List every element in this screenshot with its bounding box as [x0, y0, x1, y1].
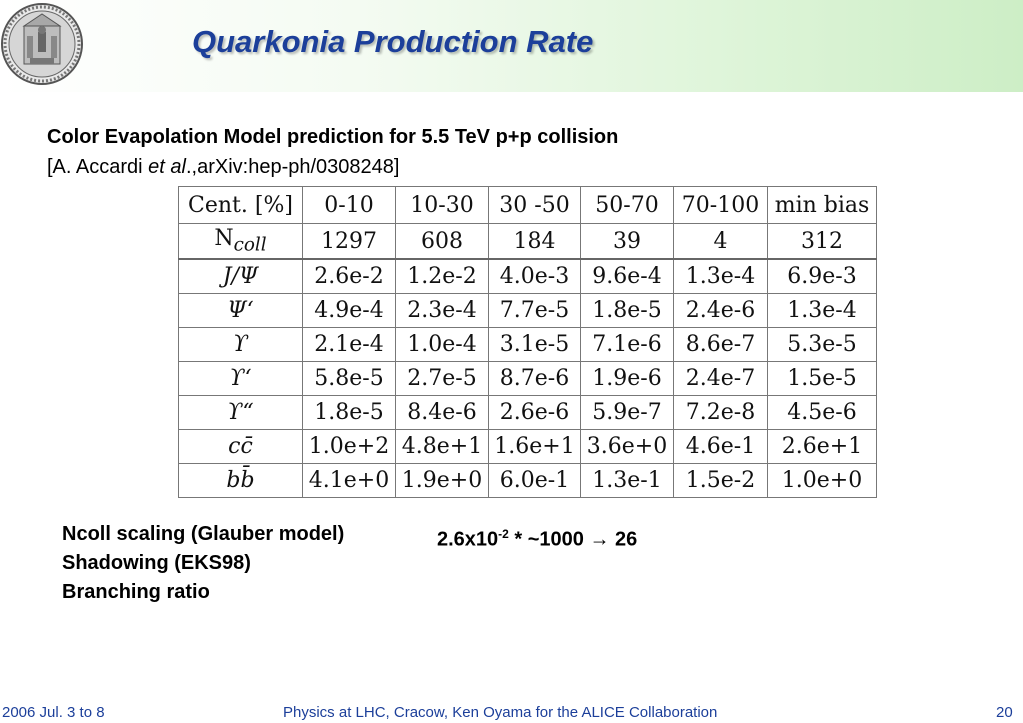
slide-title: Quarkonia Production Rate — [192, 24, 594, 59]
table-cell: 4.9e-4 — [302, 293, 396, 328]
row-label: ϒ‘ — [178, 361, 303, 396]
table-cell: 1.8e-5 — [302, 395, 396, 430]
note-branching: Branching ratio — [62, 581, 210, 603]
table-cell: 1.5e-5 — [767, 361, 877, 396]
table-header-row: Cent. [%] 0-10 10-30 30 -50 50-70 70-100… — [178, 186, 877, 224]
table-row: ϒ‘ 5.8e-5 2.7e-5 8.7e-6 1.9e-6 2.4e-7 1.… — [178, 361, 877, 396]
ncoll-calculation: 2.6x10-2 * ~1000 → 26 — [437, 520, 637, 555]
table-cell: 2.6e-2 — [302, 258, 396, 294]
header-cell: 30 -50 — [488, 186, 581, 224]
table-cell: 2.7e-5 — [395, 361, 489, 396]
header-cell: 50-70 — [580, 186, 674, 224]
table-cell: 1.0e+2 — [302, 429, 396, 464]
note-ncoll-scaling: Ncoll scaling (Glauber model) — [62, 523, 345, 545]
table-cell: 2.6e-6 — [488, 395, 581, 430]
header-cell: 0-10 — [302, 186, 396, 224]
ncoll-value: 1297 — [302, 223, 396, 260]
row-label: Ψ‘ — [178, 293, 303, 328]
header-cell: 70-100 — [673, 186, 768, 224]
footer-date: 2006 Jul. 3 to 8 — [2, 704, 105, 721]
ncoll-value: 184 — [488, 223, 581, 260]
citation-pre: [A. Accardi — [47, 156, 149, 178]
ncoll-value: 312 — [767, 223, 877, 260]
table-cell: 1.8e-5 — [580, 293, 674, 328]
table-row: ϒ 2.1e-4 1.0e-4 3.1e-5 7.1e-6 8.6e-7 5.3… — [178, 327, 877, 362]
table-row: J/Ψ 2.6e-2 1.2e-2 4.0e-3 9.6e-4 1.3e-4 6… — [178, 258, 877, 294]
table-cell: 2.1e-4 — [302, 327, 396, 362]
table-cell: 2.3e-4 — [395, 293, 489, 328]
citation-post: .,arXiv:hep-ph/0308248] — [185, 156, 400, 178]
table-cell: 8.4e-6 — [395, 395, 489, 430]
table-cell: 3.6e+0 — [580, 429, 674, 464]
row-label: ϒ — [178, 327, 303, 362]
ncoll-label-sub: coll — [233, 234, 267, 256]
table-cell: 5.8e-5 — [302, 361, 396, 396]
table-cell: 4.8e+1 — [395, 429, 489, 464]
header-cell: 10-30 — [395, 186, 489, 224]
table-cell: 4.1e+0 — [302, 463, 396, 498]
table-cell: 1.3e-4 — [767, 293, 877, 328]
table-cell: 1.9e-6 — [580, 361, 674, 396]
citation: [A. Accardi et al.,arXiv:hep-ph/0308248] — [47, 152, 618, 182]
table-row: ϒ“ 1.8e-5 8.4e-6 2.6e-6 5.9e-7 7.2e-8 4.… — [178, 395, 877, 430]
table-cell: 3.1e-5 — [488, 327, 581, 362]
ncoll-row: Ncoll 1297 608 184 39 4 312 — [178, 223, 877, 260]
table-cell: 2.6e+1 — [767, 429, 877, 464]
ncoll-value: 608 — [395, 223, 489, 260]
citation-et-al: et al — [148, 156, 186, 178]
table-cell: 4.0e-3 — [488, 258, 581, 294]
table-cell: 8.6e-7 — [673, 327, 768, 362]
table-cell: 1.0e+0 — [767, 463, 877, 498]
calc-exponent: -2 — [498, 527, 509, 541]
table-cell: 2.4e-6 — [673, 293, 768, 328]
table-cell: 6.0e-1 — [488, 463, 581, 498]
university-seal-icon — [1, 3, 83, 85]
subtitle: Color Evapolation Model prediction for 5… — [47, 122, 618, 182]
table-cell: 1.2e-2 — [395, 258, 489, 294]
subtitle-line1: Color Evapolation Model prediction for 5… — [47, 126, 619, 148]
row-label: cc̄ — [178, 429, 303, 464]
row-label: bb̄ — [178, 463, 303, 498]
table-cell: 5.3e-5 — [767, 327, 877, 362]
table-row: Ψ‘ 4.9e-4 2.3e-4 7.7e-5 1.8e-5 2.4e-6 1.… — [178, 293, 877, 328]
header-cell: min bias — [767, 186, 877, 224]
ncoll-label-main: N — [214, 226, 234, 252]
notes: Ncoll scaling (Glauber model) 2.6x10-2 *… — [62, 520, 637, 607]
footer-event: Physics at LHC, Cracow, Ken Oyama for th… — [283, 704, 718, 721]
production-rate-table: Cent. [%] 0-10 10-30 30 -50 50-70 70-100… — [178, 186, 877, 498]
calc-result: 26 — [609, 528, 638, 551]
calc-base: 2.6x10 — [437, 528, 499, 551]
table-cell: 7.1e-6 — [580, 327, 674, 362]
table-cell: 9.6e-4 — [580, 258, 674, 294]
ncoll-value: 4 — [673, 223, 768, 260]
ncoll-label: Ncoll — [178, 223, 303, 260]
row-label: J/Ψ — [178, 258, 303, 294]
table-cell: 6.9e-3 — [767, 258, 877, 294]
header-cell: Cent. [%] — [178, 186, 303, 224]
table-cell: 7.2e-8 — [673, 395, 768, 430]
table-cell: 5.9e-7 — [580, 395, 674, 430]
header-band — [0, 0, 1023, 92]
right-arrow-icon: → — [589, 528, 610, 551]
table-cell: 4.5e-6 — [767, 395, 877, 430]
table-row: cc̄ 1.0e+2 4.8e+1 1.6e+1 3.6e+0 4.6e-1 2… — [178, 429, 877, 464]
calc-rest: * ~1000 — [508, 528, 590, 551]
table-cell: 1.9e+0 — [395, 463, 489, 498]
table-cell: 1.5e-2 — [673, 463, 768, 498]
table-cell: 8.7e-6 — [488, 361, 581, 396]
table-cell: 4.6e-1 — [673, 429, 768, 464]
table-row: bb̄ 4.1e+0 1.9e+0 6.0e-1 1.3e-1 1.5e-2 1… — [178, 463, 877, 498]
table-cell: 1.3e-1 — [580, 463, 674, 498]
note-shadowing: Shadowing (EKS98) — [62, 552, 251, 574]
table-cell: 1.3e-4 — [673, 258, 768, 294]
table-cell: 1.0e-4 — [395, 327, 489, 362]
table-cell: 2.4e-7 — [673, 361, 768, 396]
production-rate-table-wrap: Cent. [%] 0-10 10-30 30 -50 50-70 70-100… — [178, 186, 877, 498]
ncoll-value: 39 — [580, 223, 674, 260]
row-label: ϒ“ — [178, 395, 303, 430]
table-cell: 1.6e+1 — [488, 429, 581, 464]
footer-page-number: 20 — [996, 704, 1013, 721]
table-cell: 7.7e-5 — [488, 293, 581, 328]
